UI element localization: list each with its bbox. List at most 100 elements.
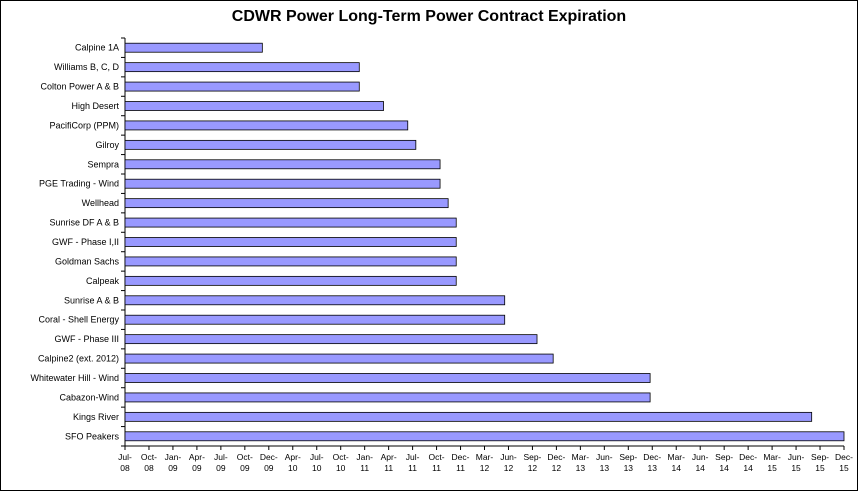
x-tick-label-year: 11: [384, 463, 393, 473]
bar: [124, 411, 813, 422]
bar: [124, 256, 457, 267]
x-tick-label-year: 11: [432, 463, 441, 473]
bar: [124, 178, 441, 189]
x-tick-label-month: Apr-: [285, 452, 301, 462]
x-tick-label-year: 11: [456, 463, 465, 473]
bar: [124, 101, 384, 111]
x-tick-label-month: Sep-: [811, 452, 829, 462]
x-tick-label-month: Sep-: [715, 452, 733, 462]
bar: [124, 392, 651, 403]
category-label: Goldman Sachs: [55, 256, 120, 266]
x-tick-label-month: Jun-: [596, 452, 613, 462]
x-tick-label-year: 14: [719, 463, 729, 473]
x-tick-label-year: 15: [791, 463, 801, 473]
x-tick-label-month: Jan-: [165, 452, 182, 462]
x-tick-label-year: 11: [360, 463, 369, 473]
category-label: High Desert: [71, 101, 119, 111]
bar: [124, 275, 457, 286]
x-tick-label-year: 13: [600, 463, 610, 473]
x-tick-label-month: Dec-: [835, 452, 853, 462]
bar: [124, 217, 457, 228]
bar: [124, 159, 441, 170]
x-tick-label-month: Mar-: [763, 452, 781, 462]
category-label: SFO Peakers: [65, 431, 120, 441]
x-tick-label-month: Dec-: [547, 452, 565, 462]
bar: [124, 120, 409, 131]
category-label: Calpine 1A: [75, 43, 119, 53]
bar: [124, 353, 554, 364]
x-tick-label-month: Jul-: [310, 452, 324, 462]
x-tick-label-year: 09: [168, 463, 178, 473]
bar: [124, 314, 506, 325]
x-tick-label-month: Dec-: [643, 452, 661, 462]
x-tick-label-year: 13: [576, 463, 586, 473]
x-tick-label-month: Mar-: [572, 452, 590, 462]
x-tick-label-year: 09: [216, 463, 226, 473]
bar: [124, 373, 651, 383]
x-tick-label-year: 15: [839, 463, 849, 473]
x-tick-label-month: Sep-: [619, 452, 637, 462]
category-label: GWF - Phase III: [54, 334, 119, 344]
category-label: Whitewater Hill - Wind: [30, 373, 119, 383]
x-tick-label-month: Mar-: [476, 452, 494, 462]
bar: [124, 295, 506, 306]
category-label: Sunrise A & B: [64, 295, 119, 305]
category-label: PacifiCorp (PPM): [49, 120, 119, 130]
x-tick-label-year: 12: [528, 463, 538, 473]
x-tick-label-year: 14: [695, 463, 705, 473]
category-label: Williams B, C, D: [54, 62, 120, 72]
x-tick-label-year: 08: [120, 463, 130, 473]
x-tick-label-year: 11: [408, 463, 417, 473]
category-label: Coral - Shell Energy: [38, 315, 119, 325]
x-tick-label-year: 14: [743, 463, 753, 473]
bar: [124, 62, 360, 73]
x-tick-label-year: 09: [264, 463, 274, 473]
x-tick-label-year: 13: [648, 463, 658, 473]
x-tick-label-year: 12: [480, 463, 490, 473]
bar: [124, 81, 360, 92]
x-tick-label-year: 10: [288, 463, 298, 473]
x-tick-label-month: Jun-: [788, 452, 805, 462]
category-label: Sempra: [87, 159, 119, 169]
category-label: Calpine2 (ext. 2012): [38, 354, 119, 364]
x-tick-label-year: 09: [240, 463, 250, 473]
category-label: GWF - Phase I,II: [52, 237, 119, 247]
category-label: Calpeak: [86, 276, 120, 286]
x-tick-label-month: Mar-: [667, 452, 685, 462]
x-tick-label-month: Jul-: [118, 452, 132, 462]
x-tick-label-month: Oct-: [141, 452, 157, 462]
x-tick-label-year: 12: [552, 463, 562, 473]
bar: [124, 198, 449, 209]
x-tick-label-year: 08: [144, 463, 154, 473]
bar: [124, 334, 538, 345]
category-label: Sunrise DF A & B: [49, 218, 119, 228]
x-tick-label-month: Oct-: [333, 452, 349, 462]
x-tick-label-year: 10: [336, 463, 346, 473]
x-tick-label-year: 15: [767, 463, 777, 473]
x-tick-label-month: Jul-: [214, 452, 228, 462]
x-tick-label-month: Jun-: [692, 452, 709, 462]
bar: [124, 237, 457, 247]
x-tick-label-month: Dec-: [260, 452, 278, 462]
x-tick-label-month: Jul-: [406, 452, 420, 462]
category-label: PGE Trading - Wind: [39, 179, 119, 189]
x-tick-label-month: Apr-: [189, 452, 205, 462]
x-tick-label-month: Oct-: [429, 452, 445, 462]
x-tick-label-year: 12: [504, 463, 514, 473]
category-label: Gilroy: [95, 140, 119, 150]
chart-title: CDWR Power Long-Term Power Contract Expi…: [231, 8, 627, 25]
x-tick-label-month: Apr-: [381, 452, 397, 462]
category-label: Wellhead: [82, 198, 119, 208]
x-tick-label-month: Dec-: [452, 452, 470, 462]
x-tick-label-month: Jan-: [356, 452, 373, 462]
bar: [124, 139, 417, 150]
x-tick-label-year: 15: [815, 463, 825, 473]
bar: [124, 431, 845, 442]
category-label: Colton Power A & B: [40, 82, 119, 92]
x-tick-label-month: Sep-: [523, 452, 541, 462]
x-tick-label-month: Oct-: [237, 452, 253, 462]
x-tick-label-year: 09: [192, 463, 202, 473]
x-tick-label-month: Jun-: [500, 452, 517, 462]
x-tick-label-year: 13: [624, 463, 634, 473]
